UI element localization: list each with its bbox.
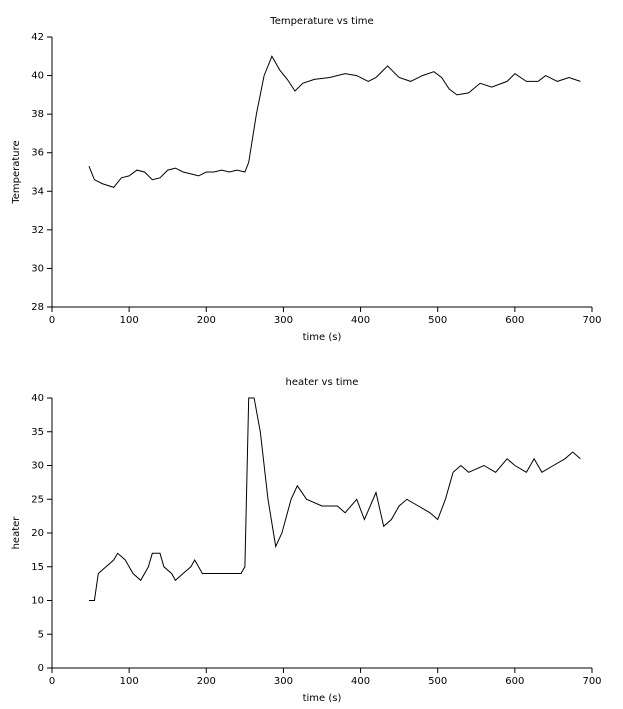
x-tick-label: 600	[505, 315, 524, 326]
x-tick-label: 400	[351, 315, 370, 326]
chart-title: heater vs time	[286, 377, 359, 388]
y-tick-label: 30	[31, 263, 44, 274]
y-tick-label: 42	[31, 32, 44, 43]
chart-title: Temperature vs time	[269, 16, 373, 27]
y-tick-label: 36	[31, 148, 44, 159]
x-tick-label: 0	[49, 315, 55, 326]
y-tick-label: 25	[31, 494, 44, 505]
x-axis-label: time (s)	[303, 693, 342, 704]
y-tick-label: 20	[31, 528, 44, 539]
x-tick-label: 500	[428, 676, 447, 687]
y-tick-label: 35	[31, 427, 44, 438]
x-tick-label: 300	[274, 315, 293, 326]
y-tick-label: 28	[31, 302, 44, 313]
y-tick-label: 38	[31, 109, 44, 120]
data-line	[89, 397, 581, 601]
y-tick-label: 30	[31, 461, 44, 472]
x-tick-label: 0	[49, 676, 55, 687]
x-tick-label: 200	[197, 676, 216, 687]
x-tick-label: 700	[582, 315, 601, 326]
y-tick-label: 32	[31, 225, 44, 236]
data-line	[88, 55, 581, 188]
x-tick-label: 200	[197, 315, 216, 326]
y-tick-label: 0	[38, 663, 44, 674]
y-axis-label: heater	[11, 516, 22, 550]
x-tick-label: 600	[505, 676, 524, 687]
x-tick-label: 700	[582, 676, 601, 687]
x-tick-label: 100	[120, 315, 139, 326]
y-tick-label: 40	[31, 71, 44, 82]
x-tick-label: 100	[120, 676, 139, 687]
y-tick-label: 34	[31, 186, 44, 197]
x-axis-label: time (s)	[303, 332, 342, 343]
x-tick-label: 400	[351, 676, 370, 687]
x-tick-label: 500	[428, 315, 447, 326]
y-tick-label: 5	[38, 629, 44, 640]
y-tick-label: 15	[31, 562, 44, 573]
y-axis-label: Temperature	[11, 140, 22, 204]
y-tick-label: 10	[31, 596, 44, 607]
x-tick-label: 300	[274, 676, 293, 687]
y-tick-label: 40	[31, 393, 44, 404]
